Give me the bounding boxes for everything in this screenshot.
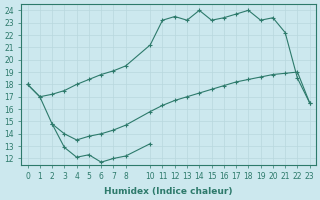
X-axis label: Humidex (Indice chaleur): Humidex (Indice chaleur) [104,187,233,196]
